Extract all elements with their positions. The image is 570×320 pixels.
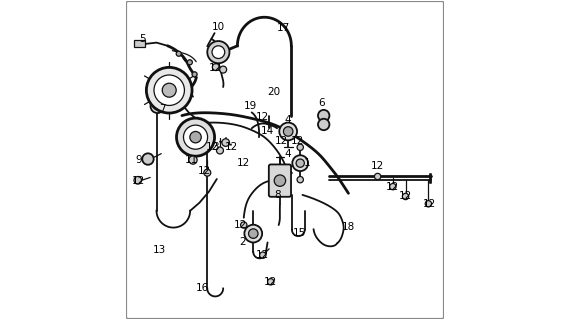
Text: 11: 11 xyxy=(185,155,198,165)
Text: 14: 14 xyxy=(261,126,274,136)
Circle shape xyxy=(176,51,181,56)
Circle shape xyxy=(297,144,303,150)
Circle shape xyxy=(184,125,207,149)
Circle shape xyxy=(259,252,266,258)
Circle shape xyxy=(154,102,161,110)
Text: 12: 12 xyxy=(264,277,278,287)
Circle shape xyxy=(188,60,192,65)
Circle shape xyxy=(318,110,329,121)
Circle shape xyxy=(217,147,223,154)
Circle shape xyxy=(146,68,192,113)
Circle shape xyxy=(241,222,247,228)
Circle shape xyxy=(192,72,197,77)
Text: 12: 12 xyxy=(209,63,222,73)
Circle shape xyxy=(279,123,297,140)
Text: 12: 12 xyxy=(399,191,412,202)
Text: 12: 12 xyxy=(132,176,145,186)
Circle shape xyxy=(150,99,165,113)
Text: 12: 12 xyxy=(205,142,219,152)
Text: 20: 20 xyxy=(267,87,280,97)
Text: 12: 12 xyxy=(291,136,304,146)
Circle shape xyxy=(162,83,176,97)
Text: 4: 4 xyxy=(285,115,291,125)
Text: 9: 9 xyxy=(135,155,142,165)
Circle shape xyxy=(222,139,230,146)
Text: 12: 12 xyxy=(225,142,238,152)
Text: 1: 1 xyxy=(304,158,311,168)
Text: 12: 12 xyxy=(256,112,270,122)
Text: 12: 12 xyxy=(423,199,436,209)
Circle shape xyxy=(296,159,304,167)
Text: 2: 2 xyxy=(239,237,246,247)
Text: 5: 5 xyxy=(139,35,145,44)
Circle shape xyxy=(274,175,286,186)
Circle shape xyxy=(154,75,185,105)
Circle shape xyxy=(249,229,258,238)
Circle shape xyxy=(402,193,409,200)
Text: 8: 8 xyxy=(275,190,282,200)
Text: 13: 13 xyxy=(153,245,166,255)
Text: 12: 12 xyxy=(237,158,250,168)
Text: 3: 3 xyxy=(212,142,218,152)
Circle shape xyxy=(318,119,329,130)
Text: 19: 19 xyxy=(243,101,256,111)
Text: 12: 12 xyxy=(234,220,247,230)
Circle shape xyxy=(207,41,230,63)
Circle shape xyxy=(213,64,219,70)
Text: 6: 6 xyxy=(318,98,325,108)
Text: 12: 12 xyxy=(256,250,270,260)
Circle shape xyxy=(177,118,214,156)
Text: 18: 18 xyxy=(342,222,355,232)
Text: 7: 7 xyxy=(160,104,166,114)
Text: 4: 4 xyxy=(285,149,291,159)
Circle shape xyxy=(292,155,308,171)
Text: 12: 12 xyxy=(370,161,384,171)
FancyBboxPatch shape xyxy=(269,164,291,197)
Circle shape xyxy=(142,153,154,165)
Bar xyxy=(135,40,145,47)
Text: 12: 12 xyxy=(275,136,288,146)
Circle shape xyxy=(189,156,197,164)
Circle shape xyxy=(267,279,274,285)
Circle shape xyxy=(134,177,141,184)
Text: 15: 15 xyxy=(292,228,306,238)
Circle shape xyxy=(425,201,431,207)
Text: 16: 16 xyxy=(196,284,209,293)
Circle shape xyxy=(204,169,211,176)
Circle shape xyxy=(190,132,201,143)
Circle shape xyxy=(245,225,262,243)
Circle shape xyxy=(374,173,381,180)
Circle shape xyxy=(219,66,227,73)
Text: 12: 12 xyxy=(386,182,400,192)
Text: 17: 17 xyxy=(277,23,290,33)
FancyBboxPatch shape xyxy=(127,1,443,319)
Circle shape xyxy=(212,46,225,59)
Text: 10: 10 xyxy=(212,22,225,32)
Circle shape xyxy=(390,183,396,190)
Circle shape xyxy=(283,127,293,136)
Circle shape xyxy=(297,177,303,183)
Text: 12: 12 xyxy=(197,166,211,176)
